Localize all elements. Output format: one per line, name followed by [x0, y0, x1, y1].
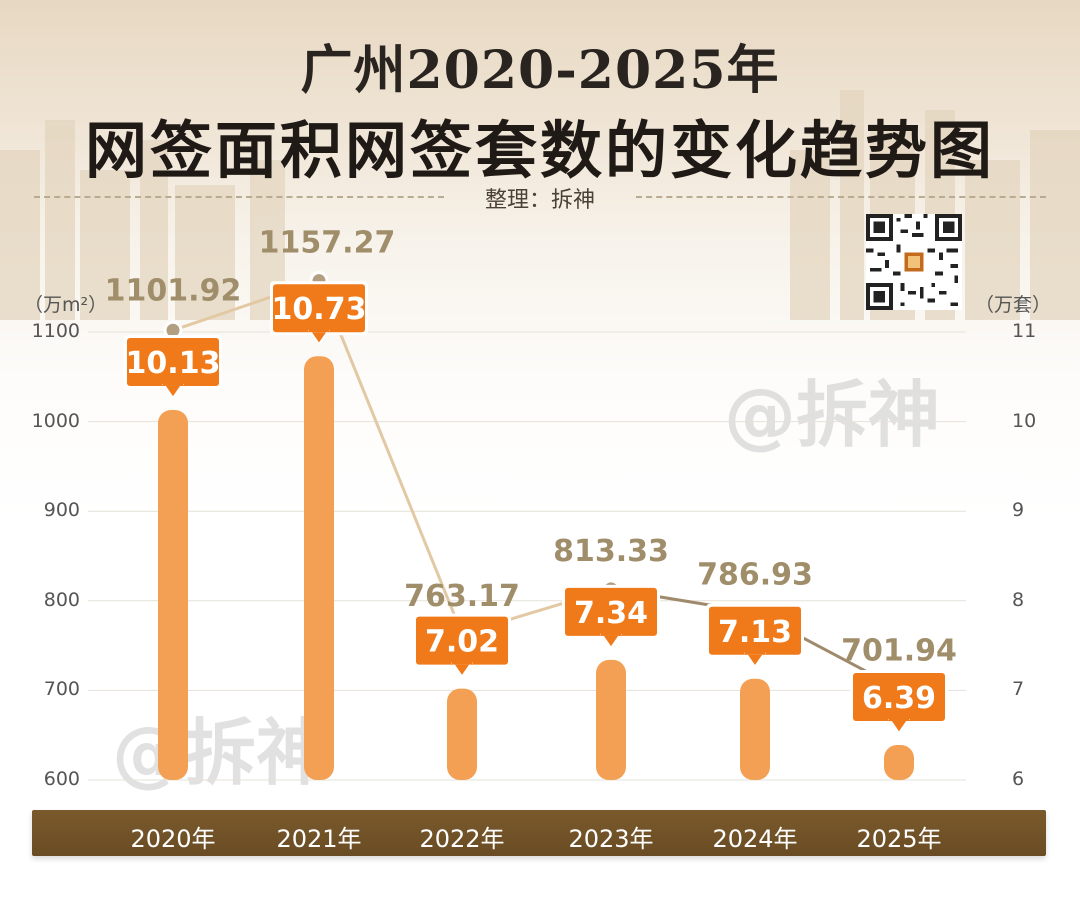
- left-axis-tick: 1100: [31, 320, 80, 342]
- left-axis-tick: 600: [43, 768, 80, 790]
- callout-pointer: [451, 662, 473, 679]
- watermark-lower: @拆神: [112, 711, 329, 795]
- bar-value-label: 10.13: [126, 346, 221, 381]
- callout-box: [853, 673, 945, 722]
- callout-pointer: [600, 633, 622, 650]
- bar-value-label: 7.13: [718, 615, 792, 650]
- bar-value-callout-2021年: 10.73: [270, 281, 368, 346]
- right-axis-tick: 9: [1012, 499, 1025, 522]
- chart-title-line-1: 广州2020-2025年: [300, 40, 780, 101]
- qr-code: [866, 214, 962, 310]
- line-value-label-2021年: 1157.27: [259, 226, 396, 261]
- line-segment-1: [317, 280, 464, 635]
- callout-join: [889, 717, 909, 722]
- subtitle-divider-right: [636, 196, 1046, 198]
- line-value-label-2020年: 1101.92: [105, 273, 242, 308]
- category-label-2020年: 2020年: [130, 825, 216, 853]
- right-axis-tick: 7: [1012, 678, 1025, 701]
- bar-value-callout-2024年: 7.13: [706, 603, 804, 669]
- category-axis-band: [32, 810, 1046, 856]
- line-value-label-2025年: 701.94: [841, 634, 957, 669]
- callout-join: [163, 381, 183, 386]
- chart-title-line-2: 网签面积网签套数的变化趋势图: [84, 114, 995, 187]
- bar-value-callout-2025年: 6.39: [850, 670, 948, 735]
- bar-value-label: 6.39: [862, 681, 936, 716]
- left-axis-tick: 800: [43, 588, 80, 611]
- category-label-2024年: 2024年: [712, 825, 798, 853]
- callout-box: [565, 587, 657, 636]
- line-value-label-2024年: 786.93: [697, 558, 813, 593]
- callout-pointer: [744, 652, 766, 669]
- category-label-2025年: 2025年: [856, 825, 942, 853]
- bar-value-callout-2020年: 10.13: [124, 334, 222, 400]
- category-label-2023年: 2023年: [568, 825, 654, 853]
- line-value-label-2022年: 763.17: [404, 579, 520, 614]
- bar-2023年: [596, 659, 626, 780]
- bar-value-label: 10.73: [272, 292, 367, 327]
- callout-pointer: [162, 383, 184, 400]
- right-axis-tick: 8: [1012, 588, 1025, 611]
- bar-value-label: 7.02: [425, 625, 499, 660]
- bar-2021年: [304, 356, 334, 780]
- left-axis-tick: 900: [43, 499, 80, 522]
- callout-join: [309, 328, 329, 333]
- callout-pointer: [308, 330, 330, 346]
- right-axis-tick: 11: [1012, 320, 1037, 342]
- callout-box: [273, 284, 365, 333]
- left-axis-unit: （万m²）: [24, 294, 108, 316]
- subtitle-divider-left: [34, 196, 444, 198]
- bar-value-callout-2023年: 7.34: [562, 584, 660, 650]
- bar-2022年: [447, 688, 477, 780]
- category-label-2021年: 2021年: [276, 825, 362, 853]
- callout-join: [601, 631, 621, 636]
- line-value-label-2023年: 813.33: [553, 534, 669, 569]
- right-axis-tick: 10: [1012, 409, 1037, 432]
- callout-pointer: [888, 719, 910, 735]
- bar-value-callout-2022年: 7.02: [413, 613, 511, 679]
- right-axis-tick: 6: [1012, 768, 1025, 790]
- bar-2025年: [884, 745, 914, 780]
- callout-box: [127, 337, 219, 386]
- left-axis-tick: 700: [43, 678, 80, 701]
- left-axis-tick: 1000: [31, 409, 80, 432]
- callout-box: [416, 616, 508, 665]
- bar-value-label: 7.34: [574, 596, 648, 631]
- callout-join: [745, 650, 765, 655]
- callout-join: [452, 660, 472, 665]
- category-label-2022年: 2022年: [419, 825, 505, 853]
- bar-2024年: [740, 678, 770, 780]
- right-axis-unit: （万套）: [975, 294, 1052, 316]
- callout-box: [709, 606, 801, 655]
- bar-2020年: [158, 409, 188, 780]
- watermark-upper: @拆神: [724, 373, 941, 457]
- chart-credit: 整理：拆神: [484, 188, 595, 213]
